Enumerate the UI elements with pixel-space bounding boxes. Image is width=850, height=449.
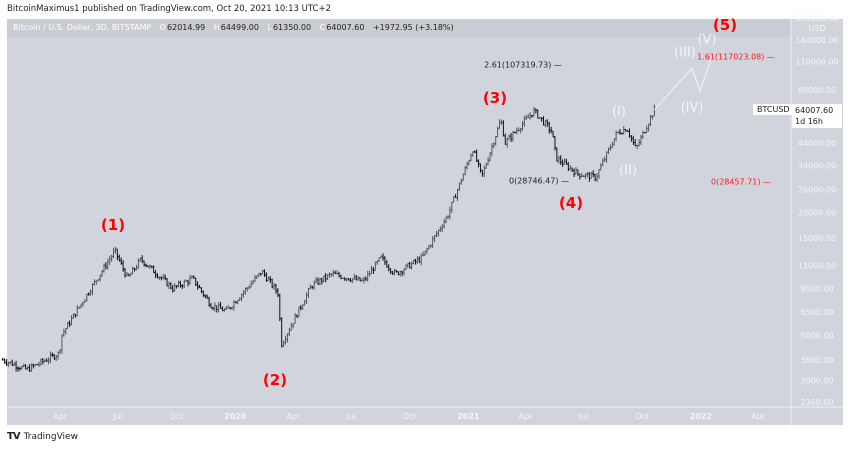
subwave-label-4: (IV) — [680, 100, 704, 116]
chart-area[interactable] — [7, 19, 843, 425]
close-value: 64007.60 — [326, 23, 365, 32]
open-key: O — [159, 23, 167, 32]
wave-projection-line — [653, 55, 713, 110]
price-axis-label: 180000.00 — [795, 14, 838, 23]
price-axis-label: 110000.00 — [795, 58, 838, 67]
last-price-tag: 64007.60 1d 16h — [792, 104, 842, 128]
time-axis-label: 2020 — [224, 412, 247, 421]
price-axis-label: 20000.00 — [798, 209, 836, 218]
subwave-label-2: (II) — [619, 163, 637, 179]
price-axis-label: 44000.00 — [798, 139, 836, 148]
time-axis-label: Jul — [578, 412, 589, 421]
change-value: +1972.95 (+3.18%) — [372, 23, 454, 32]
tradingview-logo-icon: TV — [7, 431, 21, 442]
low-key: L — [267, 23, 272, 32]
price-axis-label: 8500.00 — [800, 284, 833, 293]
wave-label-2: (2) — [262, 371, 288, 389]
subwave-label-3: (III) — [674, 45, 696, 61]
open-value: 62014.99 — [167, 23, 206, 32]
fib-level-161: 1.61(117023.08) — — [697, 52, 775, 62]
time-axis-label: Jul — [345, 412, 356, 421]
time-axis-label: 2022 — [690, 412, 712, 421]
symbol-price-tag: BTCUSD — [753, 104, 794, 115]
fib-level-0-b: 0(28457.71) — — [710, 177, 772, 187]
bar-countdown: 1d 16h — [795, 117, 823, 126]
low-value: 61350.00 — [272, 23, 312, 32]
wave-label-3: (3) — [482, 89, 508, 107]
tradingview-logo[interactable]: TV TradingView — [7, 431, 78, 442]
price-axis-label: 3800.00 — [800, 356, 833, 365]
time-axis-label: Oct — [403, 412, 417, 421]
subwave-label-1: (I) — [612, 104, 626, 120]
subwave-label-5: (V) — [697, 32, 717, 48]
time-axis-label: Apr — [519, 412, 534, 421]
time-axis-label: Apr — [751, 412, 766, 421]
wave-label-1: (1) — [100, 216, 126, 234]
price-axis-label: 6500.00 — [800, 308, 833, 317]
price-axis-label: 15000.00 — [798, 234, 836, 243]
last-price: 64007.60 — [795, 106, 834, 115]
price-axis-label: 2360.00 — [800, 398, 833, 407]
time-axis-label: 2021 — [457, 412, 480, 421]
close-key: C — [319, 23, 326, 32]
time-axis-label: Oct — [635, 412, 649, 421]
time-axis-label: Jul — [112, 412, 123, 421]
price-axis-label: 5000.00 — [800, 331, 833, 340]
price-axis-label: 26000.00 — [798, 185, 836, 194]
fib-level-261: 2.61(107319.73) — — [484, 60, 562, 70]
price-axis-label: 140000.00 — [795, 36, 838, 45]
wave-label-5: (5) — [712, 16, 738, 34]
time-axis-label: Apr — [53, 412, 68, 421]
tradingview-logo-text: TradingView — [23, 431, 78, 442]
symbol-legend: Bitcoin / U.S. Dollar, 3D, BITSTAMP O620… — [7, 19, 791, 37]
fib-level-0-a: 0(28746.47) — — [508, 176, 570, 186]
high-key: H — [213, 23, 220, 32]
symbol-title: Bitcoin / U.S. Dollar, 3D, BITSTAMP — [13, 23, 152, 32]
price-axis-label: 3000.00 — [800, 377, 833, 386]
high-value: 64499.00 — [220, 23, 259, 32]
publisher-line: BitcoinMaximus1 published on TradingView… — [7, 4, 331, 14]
price-axis-label: 80000.00 — [798, 86, 836, 95]
time-axis-label: Oct — [170, 412, 184, 421]
price-axis-label: 34000.00 — [798, 162, 836, 171]
wave-label-4: (4) — [558, 194, 584, 212]
price-axis-label: 11000.00 — [798, 262, 836, 271]
time-axis-label: Apr — [286, 412, 301, 421]
price-axis-currency: USD — [808, 24, 825, 33]
